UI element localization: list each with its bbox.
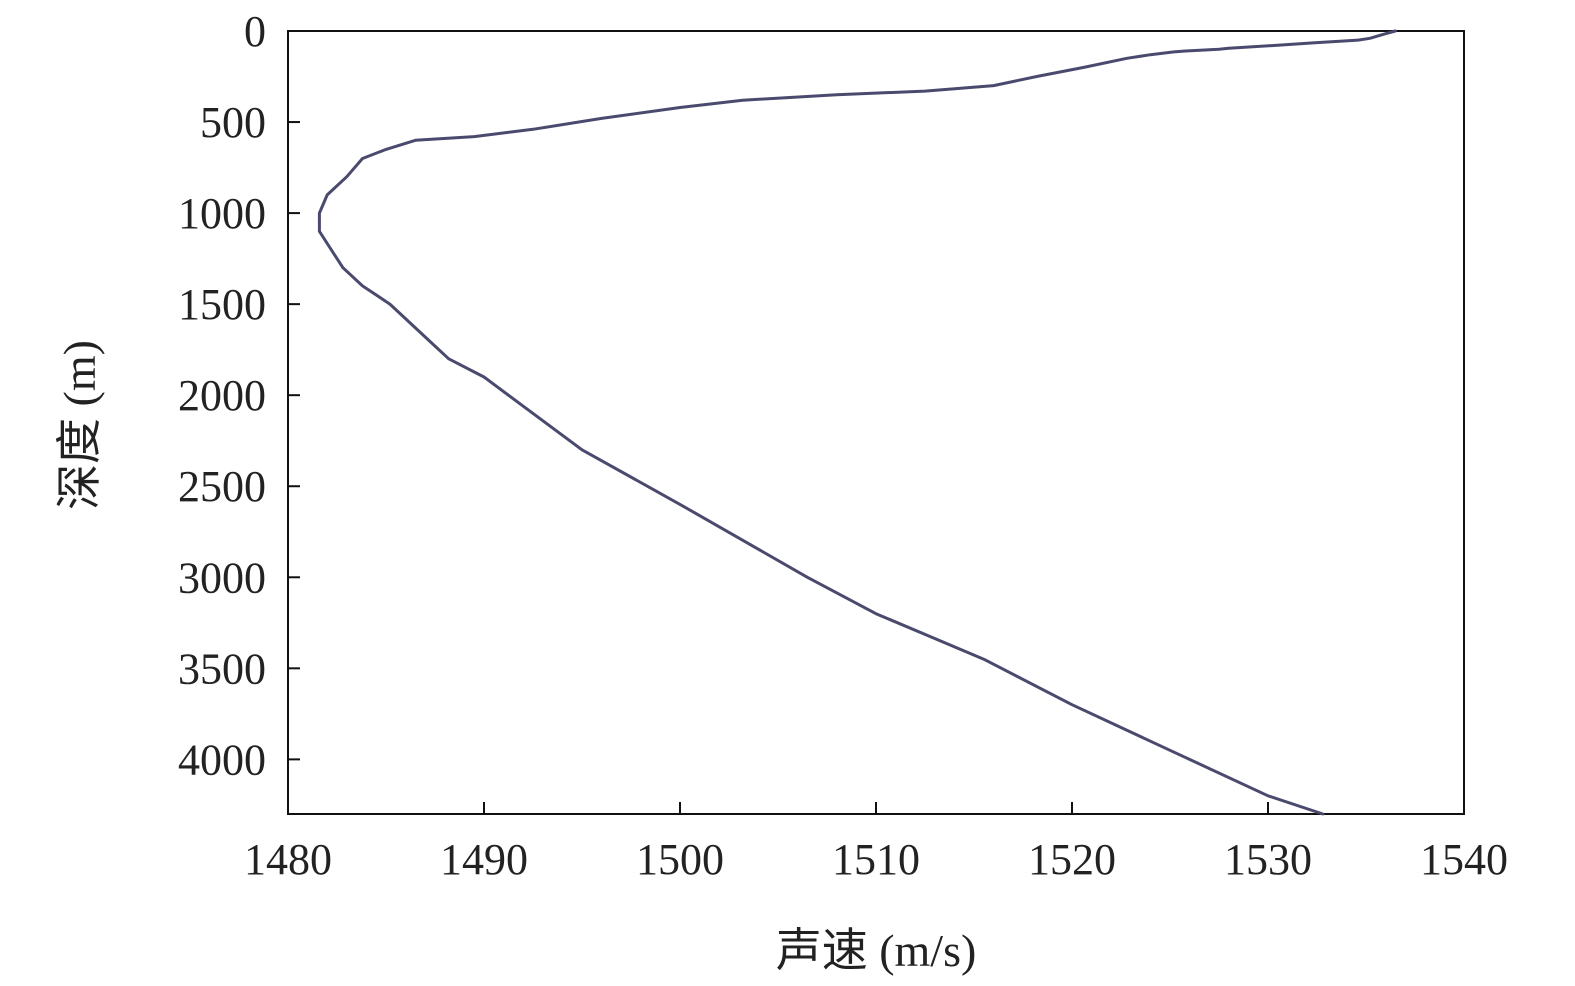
y-tick-label: 2500	[178, 462, 266, 511]
y-axis-ticks: 0 500 1000 1500 2000 2500 3000 3500 4000	[178, 7, 300, 784]
y-tick-label: 0	[244, 7, 266, 56]
x-tick-label: 1520	[1028, 835, 1116, 884]
x-axis-label: 声速 (m/s)	[776, 925, 977, 976]
plot-area	[287, 29, 1465, 816]
x-tick-label: 1510	[832, 835, 920, 884]
y-tick-label: 1500	[178, 280, 266, 329]
y-tick-label: 500	[200, 98, 266, 147]
x-tick-label: 1490	[440, 835, 528, 884]
x-tick-label: 1480	[244, 835, 332, 884]
x-tick-label: 1530	[1224, 835, 1312, 884]
x-tick-label: 1500	[636, 835, 724, 884]
x-axis-ticks: 1480 1490 1500 1510 1520 1530 1540	[244, 802, 1508, 884]
y-tick-label: 4000	[178, 735, 266, 784]
y-tick-label: 3000	[178, 553, 266, 602]
y-tick-label: 2000	[178, 371, 266, 420]
y-tick-label: 1000	[178, 189, 266, 238]
plot-frame	[287, 30, 1465, 815]
y-tick-label: 3500	[178, 644, 266, 693]
x-tick-label: 1540	[1420, 835, 1508, 884]
y-axis-label: 深度 (m)	[54, 340, 105, 510]
sound-speed-profile-line	[317, 29, 1397, 816]
